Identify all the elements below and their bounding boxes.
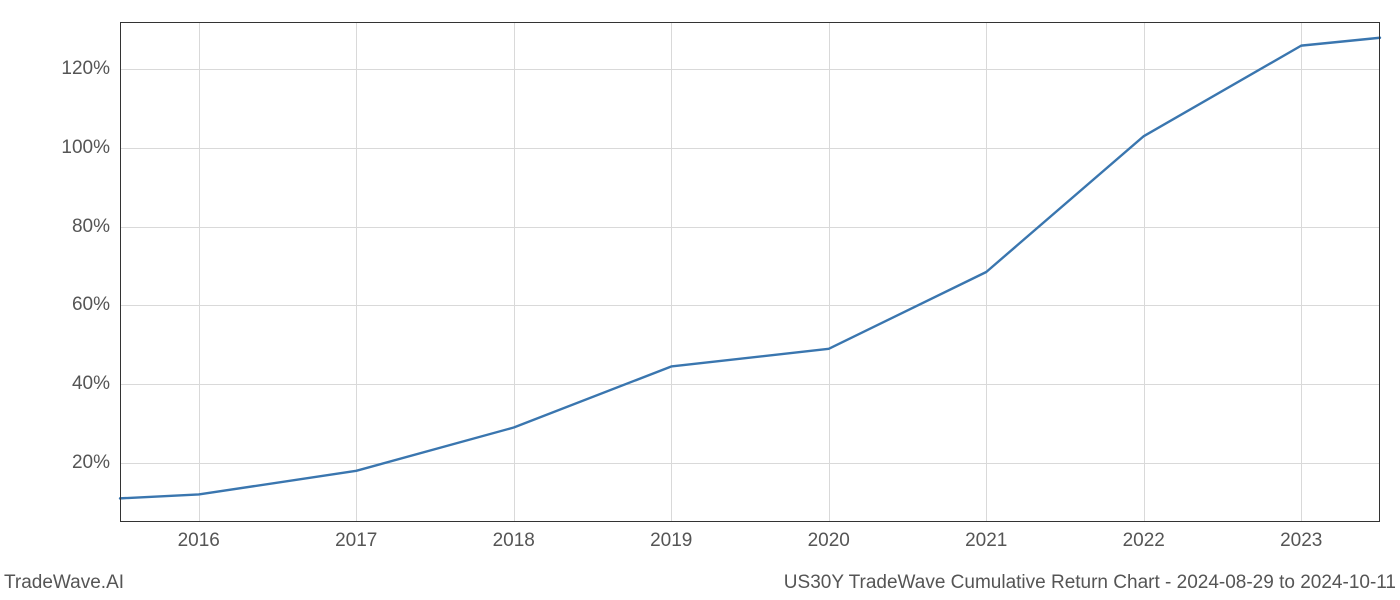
footer-right-text: US30Y TradeWave Cumulative Return Chart … [784,572,1396,594]
footer-left-text: TradeWave.AI [4,572,124,594]
y-tick-label: 80% [72,216,110,238]
y-tick-label: 40% [72,373,110,395]
x-tick-label: 2020 [808,530,850,552]
x-tick-label: 2023 [1280,530,1322,552]
y-tick-label: 20% [72,452,110,474]
x-tick-label: 2018 [493,530,535,552]
line-series-svg [120,22,1380,522]
chart-container: 20% 40% 60% 80% 100% 120% 2016 2017 2018 2019 202… [0,0,1400,600]
y-tick-label: 120% [61,58,110,80]
x-tick-label: 2022 [1123,530,1165,552]
y-tick-label: 100% [61,137,110,159]
plot-area [120,22,1380,522]
y-tick-label: 60% [72,294,110,316]
x-tick-label: 2017 [335,530,377,552]
x-tick-label: 2021 [965,530,1007,552]
series-cumulative-return [120,38,1380,499]
x-tick-label: 2019 [650,530,692,552]
x-tick-label: 2016 [178,530,220,552]
